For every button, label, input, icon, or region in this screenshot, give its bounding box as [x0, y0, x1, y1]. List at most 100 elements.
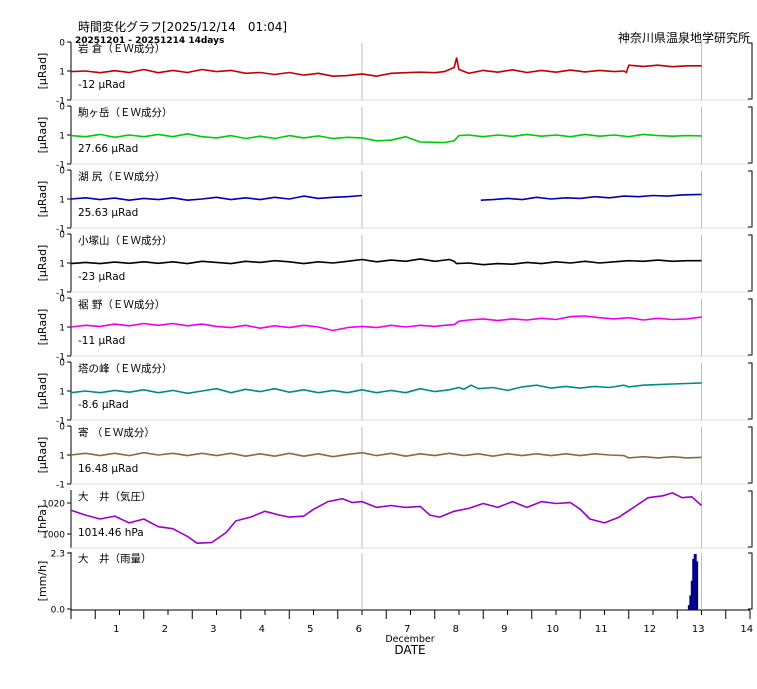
y-tick-label: -1 — [56, 289, 65, 299]
x-tick-label: 3 — [210, 624, 216, 635]
panel-iwakura: 1 0 -1 [μRad] 岩 倉（ＥＷ成分） -12 μRad — [36, 39, 753, 107]
panel-title: 湖 尻（ＥＷ成分） — [78, 171, 165, 183]
panel-title: 駒ヶ岳（ＥＷ成分） — [78, 107, 173, 119]
y-axis-label: [μRad] — [36, 181, 49, 218]
series-line — [70, 315, 702, 332]
y-axis-label: [mm/h] — [36, 561, 49, 602]
panel-right-bracket — [748, 552, 753, 610]
y-tick-label: 1 — [59, 68, 65, 78]
x-tick-label: 4 — [259, 624, 265, 635]
y-tick-label: 1 — [59, 452, 65, 462]
y-tick-label: 0 — [59, 295, 65, 305]
series-line — [70, 492, 703, 544]
series-line — [70, 194, 363, 201]
panel-kojiri: 1 0 -1 [μRad] 湖 尻（ＥＷ成分） 25.63 μRad — [36, 167, 753, 235]
y-axis-label: [μRad] — [36, 373, 49, 410]
y-tick-label: 0 — [59, 103, 65, 113]
y-tick-label: 0.0 — [51, 606, 66, 616]
panel-right-bracket — [748, 170, 753, 228]
series-line — [70, 451, 702, 459]
panel-ooi_pressure: 1020 1000[hPa] 大 井（気圧） 1014.46 hPa — [36, 490, 753, 549]
y-axis-label: [μRad] — [36, 309, 49, 346]
panel-title: 大 井（雨量） — [78, 552, 152, 565]
x-tick-label: 2 — [162, 624, 168, 635]
y-tick-label: -1 — [56, 161, 65, 171]
x-tick-label: 8 — [453, 624, 459, 635]
x-tick-label: 11 — [595, 624, 608, 635]
panel-tonomine: 1 0 -1 [μRad] 塔の峰（ＥＷ成分） -8.6 μRad — [36, 359, 753, 427]
y-tick-label: 1 — [59, 196, 65, 206]
y-tick-label: 0 — [59, 167, 65, 177]
panel-susono: 1 0 -1 [μRad] 裾 野（ＥＷ成分） -11 μRad — [36, 295, 753, 363]
panel-komagatake: 1 0 -1 [μRad] 駒ヶ岳（ＥＷ成分） 27.66 μRad — [36, 103, 753, 171]
x-tick-label: 12 — [643, 624, 656, 635]
panel-right-bracket — [748, 234, 753, 292]
x-tick-label: 6 — [356, 624, 362, 635]
y-axis-label: [hPa] — [36, 505, 49, 533]
y-tick-label: 0 — [59, 231, 65, 241]
chart-title: 時間変化グラフ[2025/12/14 01:04] — [78, 19, 287, 34]
x-tick-label: 1 — [113, 624, 119, 635]
y-axis-label: [μRad] — [36, 117, 49, 154]
panel-right-bracket — [748, 362, 753, 420]
panel-right-bracket — [748, 42, 753, 100]
y-tick-label: 1 — [59, 388, 65, 398]
current-value-label: 16.48 μRad — [78, 463, 138, 475]
panel-kozukayama: 1 0 -1 [μRad] 小塚山（ＥＷ成分） -23 μRad — [36, 231, 753, 299]
series-line — [70, 258, 702, 266]
y-tick-label: -1 — [56, 417, 65, 427]
y-tick-label: 2.3 — [51, 550, 65, 560]
y-tick-label: 0 — [59, 423, 65, 433]
panel-right-bracket — [748, 490, 753, 548]
x-tick-label: 14 — [740, 624, 753, 635]
y-axis-label: [μRad] — [36, 245, 49, 282]
panel-right-bracket — [748, 106, 753, 164]
y-tick-label: -1 — [56, 353, 65, 363]
panel-title: 小塚山（ＥＷ成分） — [78, 235, 173, 247]
y-tick-label: 1 — [59, 260, 65, 270]
x-tick-label: 13 — [692, 624, 705, 635]
panels-group: 10-1[μRad]岩 倉（ＥＷ成分）-12 μRad10-1[μRad]駒ヶ岳… — [36, 39, 753, 616]
y-tick-label: -1 — [56, 97, 65, 107]
rain-bar — [695, 561, 699, 610]
y-axis-label: [μRad] — [36, 437, 49, 474]
series-line — [70, 57, 702, 77]
y-tick-label: -1 — [56, 225, 65, 235]
x-tick-label: 10 — [546, 624, 559, 635]
y-tick-label: 1 — [59, 132, 65, 142]
panel-ooi_rain: 2.3 0.0[mm/h] 大 井（雨量） — [36, 550, 753, 616]
x-month-label: December — [385, 634, 434, 645]
y-tick-label: 1020 — [42, 500, 65, 510]
panel-title: 塔の峰（ＥＷ成分） — [78, 362, 173, 375]
panel-right-bracket — [748, 298, 753, 356]
current-value-label: -11 μRad — [78, 335, 125, 347]
x-tick-label: 5 — [307, 624, 313, 635]
panel-title: 岩 倉（ＥＷ成分） — [78, 42, 165, 55]
current-value-label: -8.6 μRad — [78, 399, 129, 411]
current-value-label: 1014.46 hPa — [78, 527, 144, 539]
panel-title: 寄 （ＥＷ成分） — [78, 426, 155, 439]
y-tick-label: -1 — [56, 481, 65, 491]
x-axis-label: DATE — [394, 643, 425, 657]
current-value-label: 25.63 μRad — [78, 207, 138, 219]
panel-yoriki: 1 0 -1 [μRad] 寄 （ＥＷ成分） 16.48 μRad — [36, 423, 753, 491]
current-value-label: 27.66 μRad — [78, 143, 138, 155]
x-tick-label: 7 — [404, 624, 410, 635]
panel-right-bracket — [748, 426, 753, 484]
current-value-label: -23 μRad — [78, 271, 125, 283]
series-line-segment-2 — [480, 193, 702, 201]
panel-title: 裾 野（ＥＷ成分） — [78, 298, 165, 311]
y-tick-label: 0 — [59, 39, 65, 49]
current-value-label: -12 μRad — [78, 79, 125, 91]
series-line — [70, 133, 702, 144]
x-tick-label: 9 — [501, 624, 507, 635]
y-tick-label: 1000 — [42, 531, 65, 541]
organization-label: 神奈川県温泉地学研究所 — [618, 30, 750, 45]
date-range-subtitle: 20251201 - 20251214 14days — [75, 36, 224, 46]
y-tick-label: 0 — [59, 359, 65, 369]
y-axis-label: [μRad] — [36, 53, 49, 90]
y-tick-label: 1 — [59, 324, 65, 334]
series-line — [70, 382, 702, 395]
